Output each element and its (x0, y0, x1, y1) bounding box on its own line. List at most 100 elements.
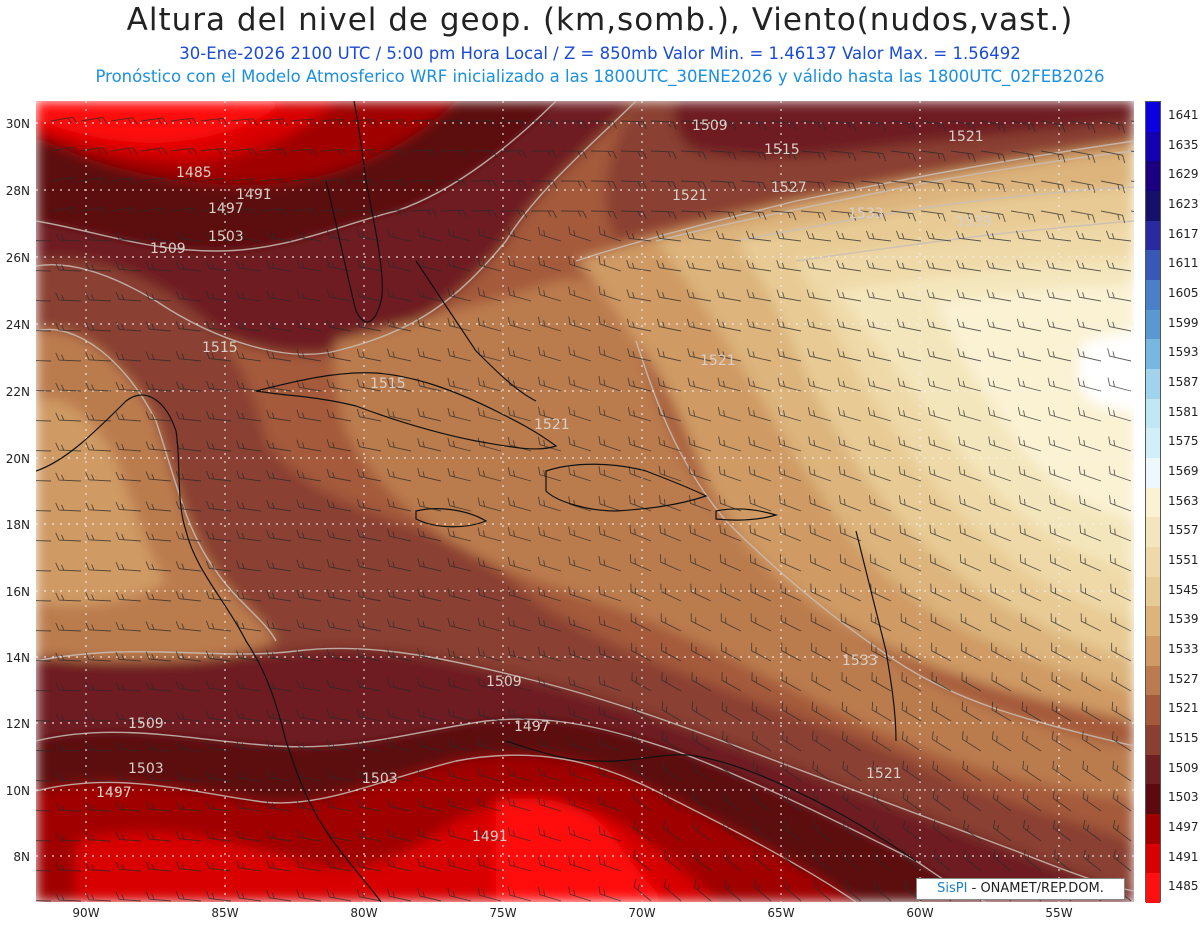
wind-barb (693, 849, 712, 872)
wind-barb (175, 861, 202, 872)
wind-barb (387, 378, 412, 392)
legend-swatch (1146, 250, 1160, 281)
legend-swatch (1146, 665, 1160, 696)
wind-barb (296, 859, 322, 872)
wind-barb (296, 319, 322, 332)
wind-barb (507, 287, 532, 302)
wind-barb (296, 529, 322, 542)
wind-barb (85, 292, 112, 302)
wind-barb (145, 291, 172, 302)
wind-barb (991, 701, 1012, 722)
wind-barb (417, 468, 442, 482)
wind-barb (85, 562, 112, 572)
wind-barb (85, 412, 112, 422)
florida-coast (325, 101, 383, 323)
wind-barb (986, 289, 1012, 302)
wind-barb (1048, 436, 1072, 452)
wind-barb (959, 554, 982, 572)
wind-barb (477, 887, 502, 902)
wind-barb (266, 649, 292, 662)
wind-barb (867, 407, 892, 422)
wind-barb (989, 524, 1012, 542)
wind-barb (1045, 230, 1072, 242)
wind-barb (987, 348, 1012, 362)
wind-barb (115, 891, 142, 902)
puerto-rico-coast (715, 508, 779, 521)
wind-barb (837, 377, 862, 392)
wind-barb (840, 583, 862, 602)
wind-barb (447, 407, 472, 422)
wind-barb (720, 583, 742, 602)
wind-barb (631, 672, 652, 692)
wind-barb (745, 230, 772, 242)
wind-barb (417, 438, 442, 452)
wind-barb (568, 256, 592, 272)
wind-barb (417, 498, 442, 512)
wind-barb (410, 209, 438, 218)
lat-label: 10N (5, 784, 30, 798)
wind-barb (356, 408, 382, 422)
wind-barb (85, 622, 112, 632)
contour-label: 1485 (176, 165, 212, 181)
wind-barb (205, 380, 232, 392)
wind-barb (538, 766, 562, 782)
wind-barb (236, 650, 262, 662)
wind-barb (873, 849, 892, 872)
wind-barb (417, 408, 442, 422)
wind-barb (447, 887, 472, 902)
wind-barb (650, 210, 677, 220)
wind-barb (841, 672, 862, 692)
wind-barb (1023, 849, 1042, 872)
wind-barb (80, 207, 108, 215)
wind-barb (1077, 377, 1102, 392)
wind-barb (170, 207, 198, 216)
wind-barb (326, 739, 352, 752)
wind-barb (115, 621, 142, 632)
wind-barb (689, 554, 712, 572)
wind-barb (958, 436, 982, 452)
wind-barb (783, 849, 802, 872)
wind-barb (36, 900, 52, 902)
wind-barb (36, 660, 52, 662)
wind-barb (950, 210, 976, 222)
wind-barb (890, 180, 917, 192)
wind-barb (1112, 819, 1132, 842)
wind-barb (507, 797, 532, 812)
wind-barb (326, 889, 352, 902)
wind-barb (1077, 407, 1102, 422)
wind-barb (417, 348, 442, 362)
wind-barb (770, 120, 797, 131)
wind-barb (991, 672, 1012, 692)
legend-label: 1497 (1168, 819, 1199, 834)
wind-barb (1106, 260, 1132, 272)
wind-barb (236, 830, 262, 842)
lat-label: 24N (5, 318, 30, 332)
wind-barb (568, 706, 592, 722)
wind-barb (417, 708, 442, 722)
wind-barb (260, 178, 288, 186)
lon-label: 70W (628, 906, 656, 920)
wind-barb (236, 500, 262, 512)
wind-barb (685, 230, 712, 242)
wind-barb (538, 226, 562, 242)
wind-barb (626, 289, 652, 302)
lat-label: 16N (5, 585, 30, 599)
wind-barb (661, 731, 682, 752)
wind-barb (145, 231, 172, 242)
wind-barb (901, 731, 922, 752)
wind-barb (230, 178, 258, 186)
wind-barb (1049, 554, 1072, 572)
wind-barb (1110, 613, 1132, 632)
wind-barb (175, 261, 202, 272)
wind-barb (175, 231, 202, 242)
wind-barb (1107, 407, 1132, 422)
wind-barb (750, 613, 772, 632)
wind-barb (500, 210, 528, 219)
wind-barb (266, 769, 292, 782)
wind-barb (205, 710, 232, 722)
wind-barb (145, 381, 172, 392)
lat-label: 12N (5, 717, 30, 731)
jamaica-coast (415, 508, 488, 528)
wind-barb (716, 318, 742, 332)
wind-barb (962, 819, 982, 842)
